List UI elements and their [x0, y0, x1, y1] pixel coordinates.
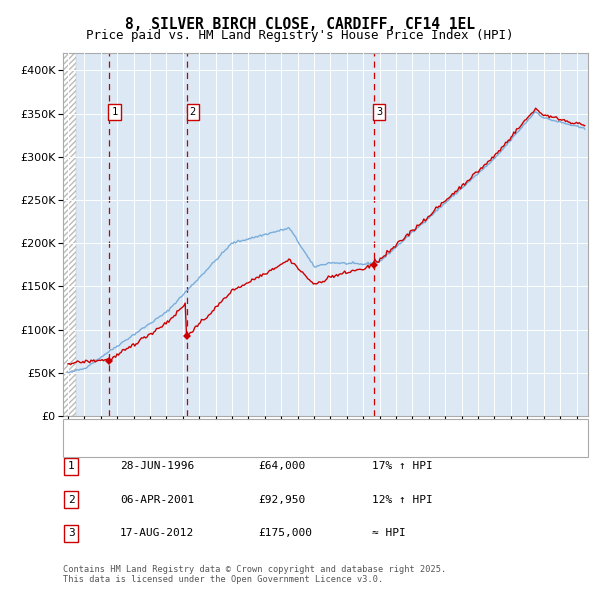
- Text: £175,000: £175,000: [258, 529, 312, 538]
- Text: Price paid vs. HM Land Registry's House Price Index (HPI): Price paid vs. HM Land Registry's House …: [86, 30, 514, 42]
- Text: £92,950: £92,950: [258, 495, 305, 504]
- Text: 8, SILVER BIRCH CLOSE, CARDIFF, CF14 1EL: 8, SILVER BIRCH CLOSE, CARDIFF, CF14 1EL: [125, 17, 475, 31]
- Text: 2: 2: [190, 107, 196, 117]
- Text: 3: 3: [376, 107, 382, 117]
- Text: 3: 3: [68, 529, 74, 538]
- Text: 12% ↑ HPI: 12% ↑ HPI: [372, 495, 433, 504]
- Text: 06-APR-2001: 06-APR-2001: [120, 495, 194, 504]
- Text: 17-AUG-2012: 17-AUG-2012: [120, 529, 194, 538]
- Text: 1: 1: [68, 461, 74, 471]
- Text: 8, SILVER BIRCH CLOSE, CARDIFF, CF14 1EL (semi-detached house): 8, SILVER BIRCH CLOSE, CARDIFF, CF14 1EL…: [100, 425, 472, 435]
- Text: 17% ↑ HPI: 17% ↑ HPI: [372, 461, 433, 471]
- Text: 2: 2: [68, 495, 74, 504]
- Text: ≈ HPI: ≈ HPI: [372, 529, 406, 538]
- Text: 1: 1: [111, 107, 118, 117]
- Text: £64,000: £64,000: [258, 461, 305, 471]
- Text: 28-JUN-1996: 28-JUN-1996: [120, 461, 194, 471]
- Text: Contains HM Land Registry data © Crown copyright and database right 2025.
This d: Contains HM Land Registry data © Crown c…: [63, 565, 446, 584]
- Text: HPI: Average price, semi-detached house, Cardiff: HPI: Average price, semi-detached house,…: [100, 441, 388, 451]
